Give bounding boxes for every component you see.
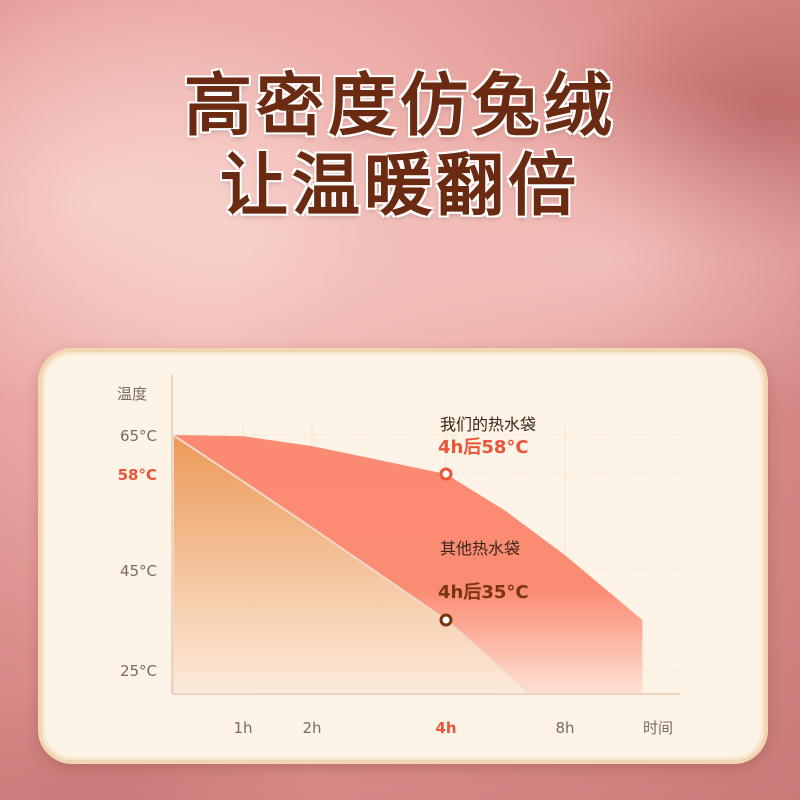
annotation-value: 4h后58°C [438,437,529,458]
data-point-marker [439,467,453,481]
y-axis-label: 温度 [117,385,147,403]
annotation-value: 4h后35°C [438,582,529,603]
y-tick-label: 65°C [120,427,157,445]
headline-line2: 让温暖翻倍 [219,147,580,226]
y-tick-label: 45°C [120,562,157,580]
x-tick-label: 1h [233,719,252,737]
x-tick-label: 8h [555,719,574,737]
y-tick-label: 25°C [120,662,157,680]
data-point-marker [439,613,453,627]
y-tick-label: 58°C [118,466,157,484]
annotation-title: 我们的热水袋 [440,415,536,434]
x-tick-label: 2h [302,719,321,737]
x-axis-label: 时间 [643,719,673,737]
headline-line1: 高密度仿兔绒 [183,67,616,146]
annotation-title: 其他热水袋 [440,539,520,558]
x-tick-label: 4h [435,719,456,737]
